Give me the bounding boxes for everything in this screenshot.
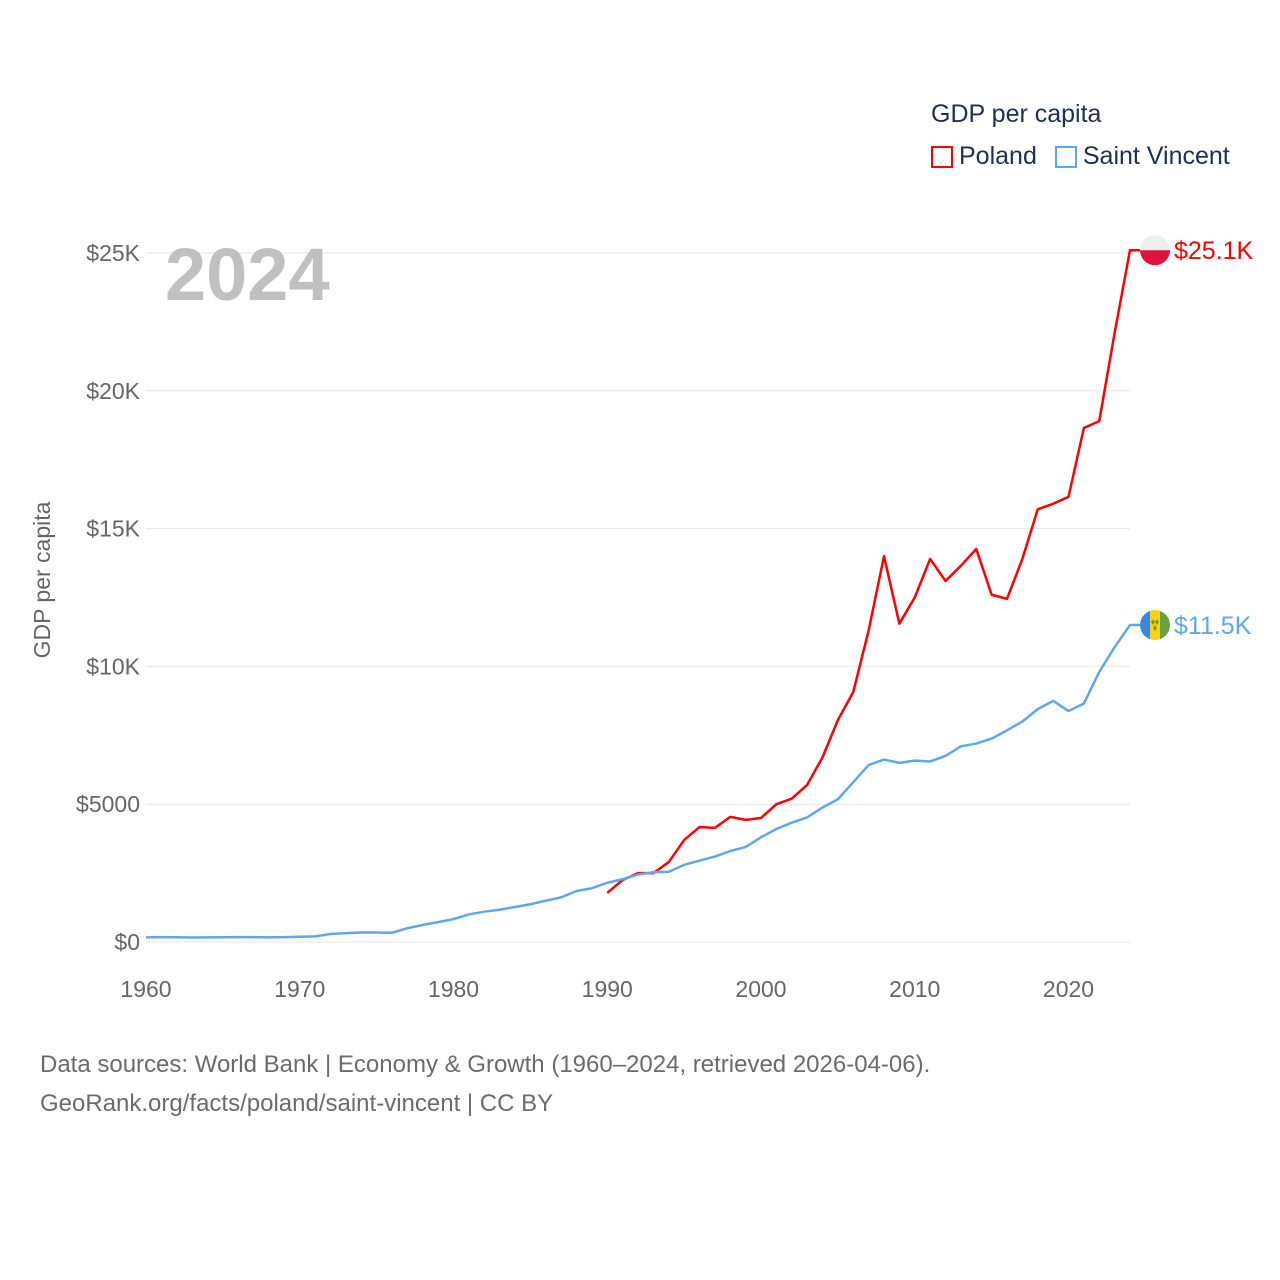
year-watermark: 2024	[165, 233, 330, 316]
series-line-poland	[606, 248, 1140, 894]
x-tick-label: 1990	[582, 976, 633, 1002]
data-source-note: Data sources: World Bank | Economy & Gro…	[40, 1051, 931, 1078]
y-tick-label: $5000	[76, 791, 140, 817]
legend-label: Poland	[959, 142, 1037, 170]
x-tick-label: 1960	[120, 976, 171, 1002]
y-tick-label: $10K	[86, 653, 140, 679]
legend-label: Saint Vincent	[1082, 142, 1230, 170]
saint-vincent-flag-icon	[1140, 610, 1170, 641]
x-tick-label: 1980	[428, 976, 479, 1002]
legend: Poland Saint Vincent	[931, 142, 1230, 171]
series-line-saint-vincent	[145, 623, 1140, 939]
y-tick-label: $15K	[86, 516, 140, 542]
x-tick-label: 2000	[735, 976, 786, 1002]
source-link[interactable]: GeoRank.org/facts/poland/saint-vincent |…	[40, 1090, 554, 1117]
legend-title: GDP per capita	[931, 100, 1102, 128]
y-tick-label: $25K	[86, 240, 140, 266]
end-value-label: $25.1K	[1174, 237, 1254, 265]
legend-item-saint-vincent[interactable]: Saint Vincent	[1054, 142, 1230, 171]
y-tick-label: $20K	[86, 378, 140, 404]
legend-item-poland[interactable]: Poland	[931, 142, 1037, 171]
footer: Data sources: World Bank | Economy & Gro…	[40, 1045, 930, 1123]
end-value-label: $11.5K	[1174, 612, 1252, 640]
legend-swatch-poland	[931, 145, 953, 168]
legend-swatch-saint-vincent	[1054, 145, 1077, 168]
x-tick-label: 2010	[889, 976, 940, 1002]
x-tick-label: 1970	[274, 976, 325, 1002]
x-tick-label: 2020	[1043, 976, 1094, 1002]
y-axis-label: GDP per capita	[29, 501, 55, 658]
y-tick-label: $0	[114, 929, 140, 955]
poland-flag-icon	[1140, 235, 1170, 266]
